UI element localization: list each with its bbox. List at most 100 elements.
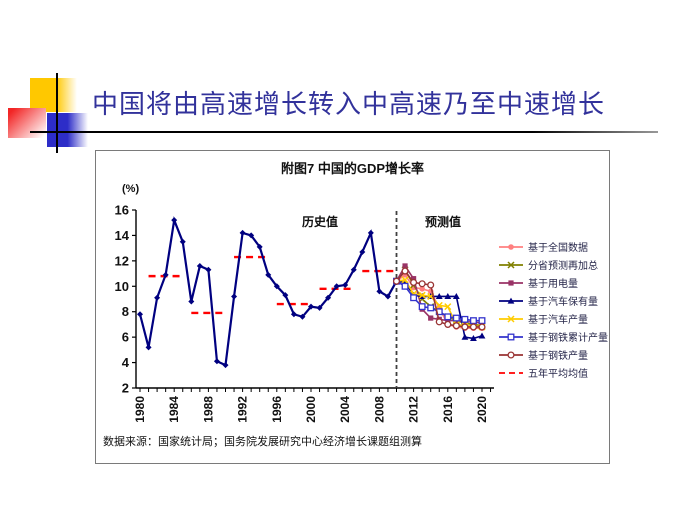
legend-marker-square-icon [499,279,523,286]
legend-label: 基于全国数据 [528,243,588,254]
marker-diamond-icon [359,248,366,255]
y-tick-label: 4 [122,355,130,370]
y-axis-unit-label: (%) [122,183,140,195]
legend-marker-open-square-icon [499,333,523,340]
legend-item-1: 分省预测再加总 [498,259,608,272]
series-line-history [138,216,398,367]
marker-square-icon [402,263,408,269]
legend-label: 基于用电量 [528,279,578,290]
legend-label: 基于汽车保有量 [528,297,598,308]
marker-triangle-icon [435,293,443,300]
marker-circle-icon [419,286,425,292]
marker-open-circle-icon [507,350,515,359]
x-tick-label: 2016 [441,396,455,423]
legend-marker-x-icon [499,314,523,323]
decoration-vertical-line [56,73,58,153]
decoration-blue-square [47,113,88,147]
marker-diamond-icon [145,344,152,351]
gdp-growth-chart: 2 4 6 8 10 12 14 16 1980 1984 1988 1992 1996 2000 2004… [95,150,610,464]
marker-circle-icon [508,243,514,250]
marker-open-square-icon [507,333,515,340]
decoration-red-square [8,108,46,138]
x-tick-label: 1992 [236,396,250,423]
marker-diamond-icon [265,271,272,278]
x-tick-label: 2008 [372,396,386,423]
marker-open-square-icon [469,317,477,325]
legend-marker-x-icon [499,260,523,269]
legend-item-4: 基于汽车产量 [498,313,608,326]
marker-diamond-icon [188,298,195,305]
marker-diamond-icon [179,238,186,245]
legend-marker-dash-icon [499,371,523,374]
legend-item-7: 五年平均均值 [498,367,608,380]
marker-diamond-icon [299,313,306,320]
marker-open-square-icon [427,304,435,312]
y-tick-label: 8 [122,304,129,319]
marker-diamond-icon [273,283,280,290]
marker-triangle-icon [478,332,486,339]
marker-diamond-icon [376,288,383,295]
marker-open-circle-icon [435,318,443,326]
legend-item-6: 基于钢铁产量 [498,349,608,362]
title-underline [30,131,658,133]
legend-label: 基于汽车产量 [528,315,588,326]
marker-x-icon [401,276,409,284]
marker-open-square-icon [410,294,418,302]
legend-item-3: 基于汽车保有量 [498,295,608,308]
marker-diamond-icon [316,304,323,311]
slide-title: 中国将由高速增长转入中高速乃至中速增长 [92,90,606,119]
marker-open-circle-icon [427,281,435,289]
marker-open-circle-icon [478,323,486,331]
legend-label: 分省预测再加总 [528,261,598,272]
marker-x-icon [435,301,443,309]
marker-diamond-icon [333,283,340,290]
x-tick-label: 2000 [304,396,318,423]
marker-triangle-icon [461,333,469,340]
x-tick-label: 1996 [270,396,284,423]
marker-diamond-icon [205,266,212,273]
marker-open-square-icon [478,317,486,325]
gdp-chart-plot-area: 2 4 6 8 10 12 14 16 1980 1984 1988 1992 1996 2000 2004… [115,203,494,423]
x-tick-label: 1988 [201,396,215,423]
y-tick-label: 14 [115,228,130,243]
marker-open-square-icon [452,314,460,322]
y-tick-label: 12 [115,253,129,268]
x-tick-label: 2020 [475,396,489,423]
decoration-yellow-square [30,78,77,112]
marker-diamond-icon [350,266,357,273]
marker-diamond-icon [282,292,289,299]
legend-marker-open-circle-icon [499,350,523,359]
chart-title: 附图7 中国的GDP增长率 [280,161,424,176]
x-tick-label: 2004 [338,396,352,423]
marker-diamond-icon [367,229,374,236]
marker-x-icon [507,314,515,323]
legend-item-2: 基于用电量 [498,277,608,290]
marker-open-circle-icon [401,267,409,275]
data-source-note: 数据来源：国家统计局；国务院发展研究中心经济增长课题组测算 [103,436,422,448]
marker-diamond-icon [342,282,349,289]
marker-diamond-icon [248,232,255,239]
marker-square-icon [508,279,514,286]
x-tick-label: 1980 [133,396,147,423]
marker-diamond-icon [154,294,161,301]
marker-triangle-icon [470,335,477,342]
marker-open-square-icon [444,313,452,321]
marker-diamond-icon [196,262,203,269]
x-tick-label: 2012 [407,396,421,423]
marker-diamond-icon [162,271,169,278]
marker-open-circle-icon [410,278,418,287]
marker-open-circle-icon [461,323,469,331]
legend-item-5: 基于钢铁累计产量 [498,331,608,344]
marker-diamond-icon [384,293,391,300]
marker-x-icon [507,260,515,269]
legend-marker-circle-icon [499,243,523,250]
marker-triangle-icon [452,293,460,300]
marker-x-icon [418,291,426,299]
forecast-annotation: 预测值 [425,215,462,229]
marker-square-icon [428,315,434,321]
y-tick-label: 10 [115,279,129,294]
marker-diamond-icon [231,293,238,300]
y-tick-label: 6 [122,330,129,345]
marker-open-square-icon [401,282,409,290]
